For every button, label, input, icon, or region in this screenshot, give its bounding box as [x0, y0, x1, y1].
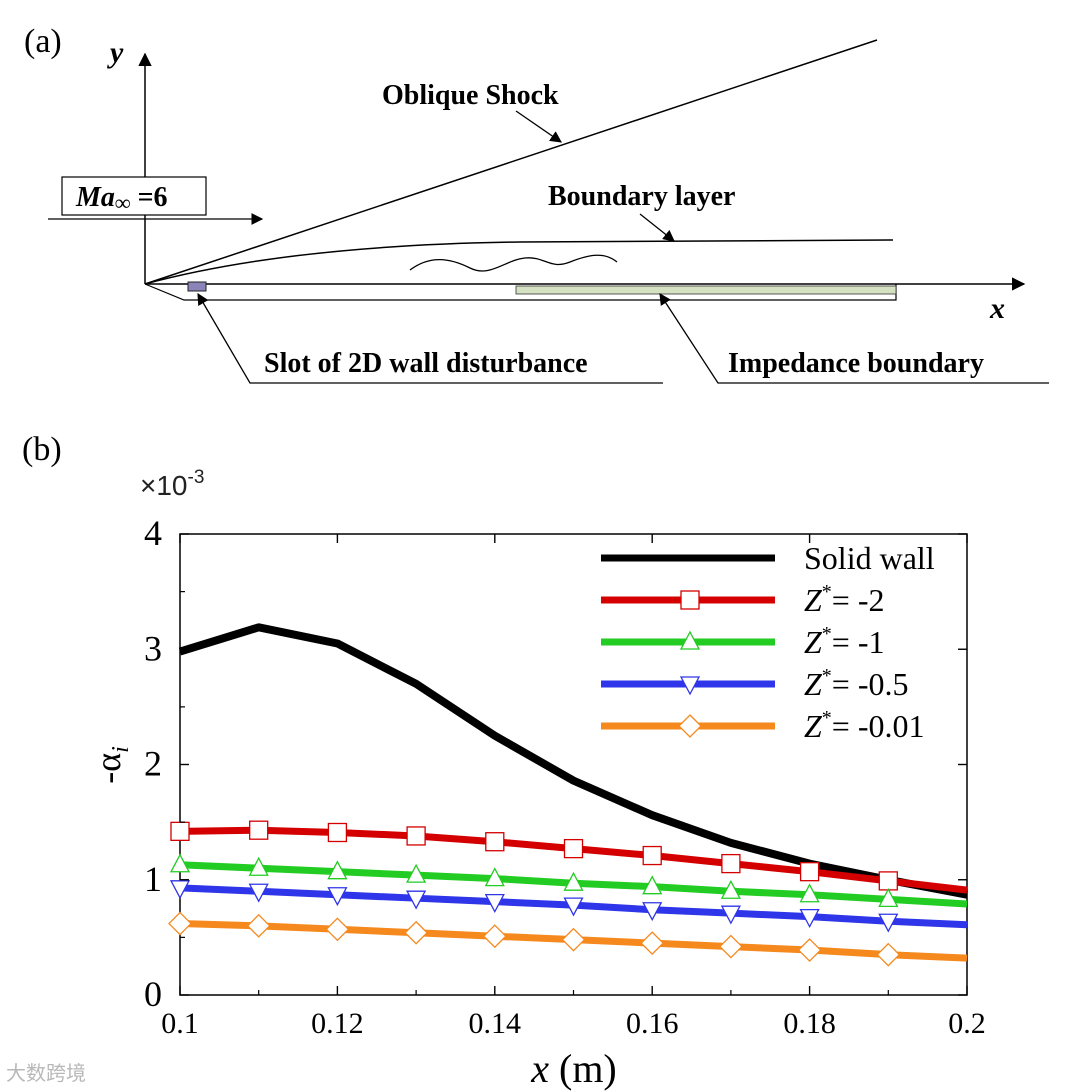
y-multiplier: ×10-3: [140, 467, 204, 501]
impedance-pointer: [659, 293, 1049, 384]
data-point-marker: [799, 862, 820, 882]
data-point-marker: [406, 863, 427, 883]
data-point-marker: [327, 822, 348, 843]
x-tick-label: 0.16: [626, 1007, 679, 1040]
x-tick-label: 0.18: [783, 1007, 836, 1040]
data-point-marker: [720, 905, 741, 925]
data-point-marker: [561, 927, 586, 952]
data-point-marker: [168, 911, 192, 936]
oblique-shock-pointer: [515, 110, 562, 143]
panel-b-label: (b): [22, 431, 62, 468]
mach-number-label: Ma∞ =6: [75, 182, 168, 215]
legend-label: Z*= -0.5: [804, 665, 909, 702]
data-point-marker: [406, 826, 426, 846]
slot-label: Slot of 2D wall disturbance: [264, 348, 588, 379]
data-point-marker: [642, 902, 663, 922]
boundary-layer-label: Boundary layer: [548, 181, 735, 212]
legend-marker: [679, 676, 701, 696]
boundary-layer-pointer: [639, 213, 675, 242]
panel-a-schematic: (a) y x Ma∞ =6 Oblique Shock Boundary la…: [24, 23, 1049, 384]
x-tick-label: 0.1: [161, 1007, 199, 1040]
data-point-marker: [721, 853, 741, 874]
data-point-marker: [876, 942, 901, 967]
data-point-marker: [642, 875, 663, 895]
data-point-marker: [878, 913, 899, 933]
impedance-panel: [515, 285, 897, 295]
data-point-marker: [406, 890, 427, 910]
y-tick-label: 1: [144, 859, 162, 899]
axis-ticks: 0.1 0.12 0.14 0.16 0.18 0.2 0 1 2 3 4: [144, 513, 986, 1040]
slot-pointer: [197, 292, 663, 384]
schematic-y-label: y: [107, 36, 124, 69]
panel-a-label: (a): [24, 23, 62, 60]
data-point-marker: [485, 832, 505, 852]
data-point-marker: [327, 860, 348, 880]
oblique-shock-line: [144, 39, 878, 285]
mach-number-box: [61, 176, 207, 216]
legend: Solid wall Z*= -2 Z*= -1 Z*= -0.5 Z*= -0.01: [601, 540, 935, 744]
data-point-marker: [563, 871, 584, 891]
data-point-marker: [878, 871, 898, 891]
data-point-marker: [720, 879, 741, 899]
data-point-marker: [484, 893, 505, 914]
data-point-marker: [718, 934, 743, 959]
data-point-marker: [246, 913, 271, 938]
legend-marker: [678, 714, 702, 738]
data-point-marker: [563, 897, 584, 917]
legend-label: Z*= -0.01: [804, 707, 925, 744]
data-point-marker: [799, 883, 820, 903]
data-point-marker: [797, 938, 822, 962]
panel-b-chart: (b) ×10-3 0.1 0.12 0.14 0.16 0.18 0.2 0 1 2 3 4 So…: [22, 431, 986, 1091]
series-line: [178, 623, 968, 899]
series-markers: [168, 820, 901, 967]
data-point-marker: [249, 820, 269, 840]
x-tick-label: 0.2: [948, 1007, 986, 1040]
impedance-label: Impedance boundary: [728, 348, 984, 379]
data-point-marker: [248, 883, 269, 903]
y-tick-label: 0: [144, 974, 162, 1014]
data-point-marker: [248, 856, 269, 876]
data-point-marker: [327, 887, 348, 907]
schematic-x-label: x: [989, 292, 1005, 325]
legend-marker: [680, 590, 700, 610]
x-tick-label: 0.12: [311, 1007, 364, 1040]
data-point-marker: [169, 853, 191, 873]
data-point-marker: [484, 867, 505, 887]
data-point-marker: [640, 931, 665, 956]
data-point-marker: [563, 838, 584, 859]
y-tick-label: 4: [144, 513, 162, 553]
x-axis-label: x (m): [530, 1046, 617, 1091]
data-point-marker: [799, 908, 820, 929]
oblique-shock-label: Oblique Shock: [382, 80, 559, 111]
disturbance-slot: [187, 281, 207, 292]
legend-label: Z*= -2: [804, 581, 885, 618]
data-point-marker: [404, 920, 429, 945]
data-point-marker: [169, 880, 191, 900]
watermark: 大数跨境: [6, 1062, 86, 1085]
legend-marker: [679, 630, 701, 650]
data-point-marker: [878, 887, 899, 907]
y-tick-label: 3: [144, 628, 162, 668]
data-point-marker: [482, 924, 507, 949]
x-tick-label: 0.14: [469, 1007, 522, 1040]
data-point-marker: [170, 821, 190, 841]
data-point-marker: [642, 845, 662, 866]
legend-label: Solid wall: [804, 540, 935, 576]
legend-label: Z*= -1: [804, 623, 885, 660]
wave-disturbance: [409, 254, 618, 272]
y-axis-label: -αi: [88, 746, 134, 784]
data-point-marker: [325, 917, 350, 942]
boundary-layer-edge: [144, 239, 894, 285]
y-tick-label: 2: [144, 744, 162, 784]
